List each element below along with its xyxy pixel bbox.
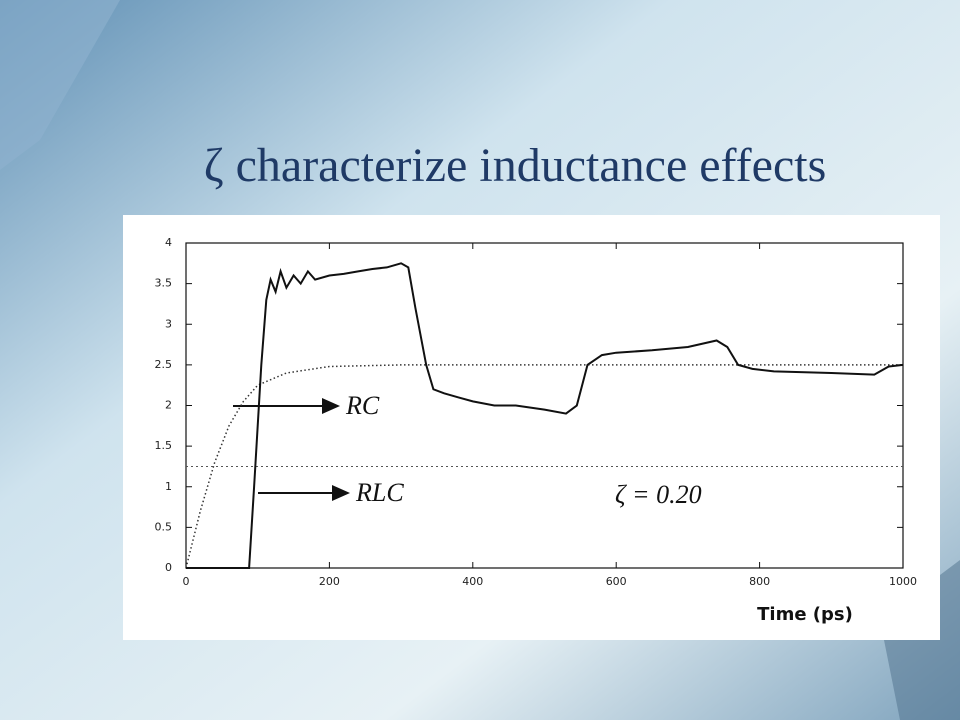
x-tick-label: 600 [606,575,627,588]
y-tick-label: 2.5 [155,358,173,371]
y-tick-label: 1 [165,480,172,493]
arrow-head [332,485,350,501]
y-tick-label: 0.5 [155,520,173,533]
x-tick-label: 800 [749,575,770,588]
annotation: ζ = 0.20 [615,480,702,509]
y-tick-label: 3.5 [155,277,173,290]
y-tick-label: 0 [165,561,172,574]
arrow-head [322,398,340,414]
x-tick-label: 0 [183,575,190,588]
series-line [185,364,903,569]
decoration [0,0,120,170]
series-line [186,262,904,569]
slide-title: ζ characterize inductance effects [204,139,827,192]
y-tick-label: 1.5 [155,439,173,452]
chart-panel [123,215,940,640]
x-axis-label: Time (ps) [757,604,853,625]
x-tick-label: 1000 [889,575,917,588]
x-tick-label: 400 [462,575,483,588]
x-tick-label: 200 [319,575,340,588]
series-label: RC [345,391,380,420]
series-label: RLC [355,478,404,507]
y-tick-label: 2 [165,399,172,412]
y-tick-label: 3 [165,317,172,330]
y-tick-label: 4 [165,236,172,249]
